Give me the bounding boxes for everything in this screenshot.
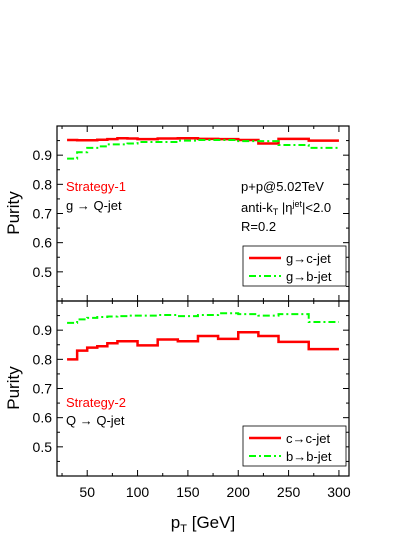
bottom-y-tick-labels: 0.5 0.6 0.7 0.8 0.9 (33, 322, 53, 455)
bottom-y-axis-label: Purity (4, 366, 23, 410)
x-axis-label: pT [GeV] (171, 513, 235, 535)
top-legend: g→c-jet g→b-jet (242, 245, 347, 287)
top-y-tick-label: 0.9 (33, 147, 53, 163)
top-panel: 0.5 0.6 0.7 0.8 0.9 Purity Strategy-1 g → Q-… (4, 125, 350, 302)
bottom-strategy-title: Strategy-2 (66, 395, 126, 410)
top-strategy-title: Strategy-1 (66, 179, 126, 194)
bottom-legend-box (242, 425, 347, 467)
bottom-series-0-line (67, 330, 339, 361)
bottom-y-tick-label: 0.9 (33, 322, 53, 338)
bottom-series-1-line (67, 312, 339, 324)
x-tick-label: 250 (277, 484, 301, 500)
x-tick-label: 50 (79, 484, 95, 500)
bottom-legend: c→c-jet b→b-jet (242, 425, 347, 467)
bottom-strategy-subtitle: Q → Q-jet (66, 413, 125, 428)
collision-system-label: p+p@5.02TeV (241, 179, 324, 194)
bottom-legend-label-c-to-c: c→c-jet (286, 431, 330, 446)
x-tick-label: 100 (126, 484, 150, 500)
top-y-tick-label: 0.7 (33, 206, 53, 222)
top-legend-label-g-to-b: g→b-jet (286, 269, 332, 284)
top-series-lines (67, 137, 339, 160)
bottom-y-tick-label: 0.7 (33, 381, 53, 397)
x-tick-label: 150 (176, 484, 200, 500)
bottom-series-lines (67, 312, 339, 361)
jet-algorithm-label: anti-kT |ηjet|<2.0 (241, 199, 331, 217)
top-series-0-line (67, 137, 339, 145)
bottom-y-tick-label: 0.6 (33, 410, 53, 426)
x-tick-label: 200 (227, 484, 251, 500)
top-y-tick-label: 0.5 (33, 264, 53, 280)
bottom-panel: 0.5 0.6 0.7 0.8 0.9 Purity Strategy-2 Q → Q-… (4, 300, 350, 477)
top-strategy-subtitle: g → Q-jet (66, 198, 122, 213)
bottom-y-tick-label: 0.8 (33, 351, 53, 367)
top-y-tick-labels: 0.5 0.6 0.7 0.8 0.9 (33, 147, 53, 280)
top-legend-box (242, 245, 347, 287)
bottom-y-tick-label: 0.5 (33, 439, 53, 455)
bottom-plot-frame (56, 300, 350, 477)
top-y-tick-label: 0.8 (33, 176, 53, 192)
bottom-legend-label-b-to-b: b→b-jet (286, 449, 332, 464)
top-y-axis-label: Purity (4, 191, 23, 235)
top-legend-label-g-to-c: g→c-jet (286, 251, 331, 266)
x-tick-label: 300 (327, 484, 351, 500)
top-y-tick-label: 0.6 (33, 235, 53, 251)
jet-radius-label: R=0.2 (241, 219, 276, 234)
top-series-1-line (67, 139, 339, 160)
x-tick-labels: 50 100 150 200 250 300 (79, 484, 350, 500)
